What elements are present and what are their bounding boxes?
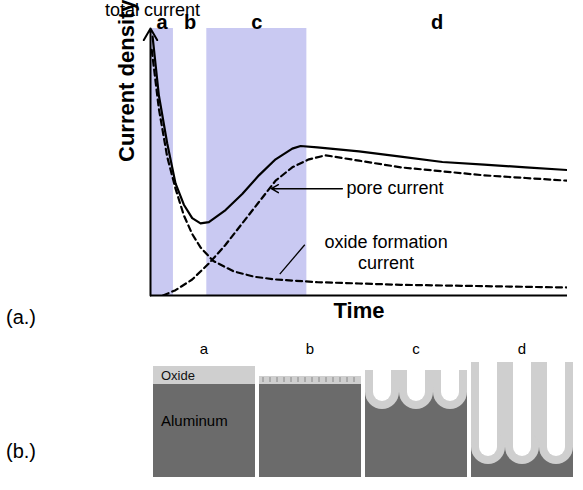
svg-text:Aluminum: Aluminum xyxy=(161,412,228,429)
svg-text:Oxide: Oxide xyxy=(161,368,195,383)
svg-text:a: a xyxy=(156,10,168,33)
svg-text:b: b xyxy=(184,10,197,33)
svg-text:d: d xyxy=(431,11,443,33)
svg-text:b: b xyxy=(306,340,314,357)
svg-text:current: current xyxy=(358,253,414,273)
html-text:(a.): (a.) xyxy=(6,306,36,328)
svg-text:pore current: pore current xyxy=(346,178,443,198)
svg-text:Time: Time xyxy=(334,298,385,323)
svg-text:Current density: Current density xyxy=(114,0,139,162)
svg-text:c: c xyxy=(251,11,262,33)
svg-text:oxide formation: oxide formation xyxy=(325,232,448,252)
svg-text:c: c xyxy=(412,340,420,357)
svg-text:d: d xyxy=(518,340,526,357)
svg-text:total current: total current xyxy=(105,0,201,20)
svg-text:a: a xyxy=(200,340,209,357)
svg-text:(b.): (b.) xyxy=(6,440,36,462)
